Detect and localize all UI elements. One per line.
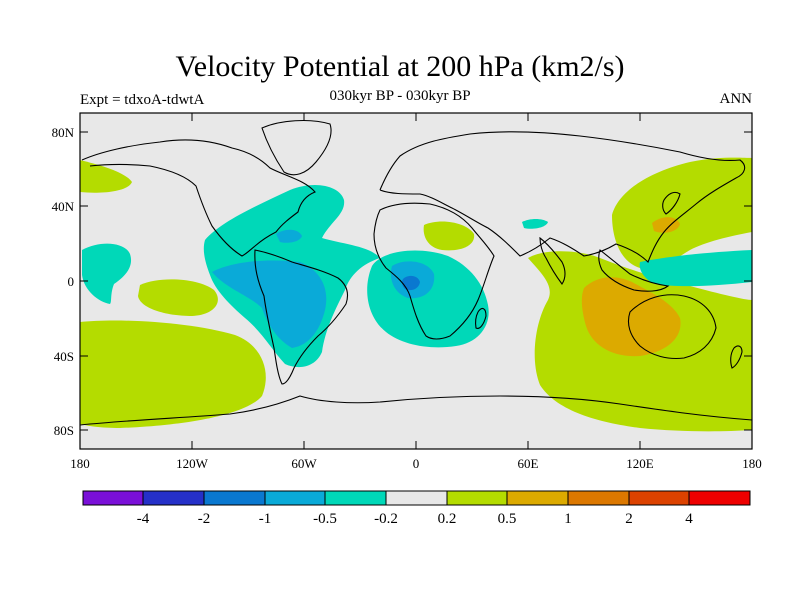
negative-region-west-pacific [639, 250, 752, 287]
latitude-ticks [80, 131, 752, 431]
positive-region-arabia [423, 221, 475, 251]
colorbar: -4 -2 -1 -0.5 -0.2 0.2 0.5 1 2 4 [82, 490, 751, 527]
lat-label: 80S [54, 423, 74, 438]
lon-label: 180 [70, 456, 90, 471]
colorbar-box [567, 490, 635, 506]
lon-label: 0 [413, 456, 420, 471]
moderate-region-japan [652, 217, 680, 233]
colorbar-box [446, 490, 514, 506]
positive-region-east-pacific [138, 279, 218, 316]
positive-region-pacific-south [80, 320, 266, 428]
coastline-africa [373, 202, 495, 340]
colorbar-label: 0.5 [498, 511, 517, 527]
coastline-south-america [254, 249, 349, 385]
period-label: 030kyr BP - 030kyr BP [329, 88, 471, 104]
coastline-eurasia [379, 131, 746, 263]
colorbar-box [142, 490, 210, 506]
positive-region-north-pacific [80, 160, 132, 193]
lat-label: 40S [54, 349, 74, 364]
lon-label: 180 [742, 456, 762, 471]
lat-label: 40N [52, 199, 75, 214]
core-negative-region-congo [401, 275, 420, 291]
colorbar-label: 1 [564, 511, 572, 527]
lon-label: 120W [176, 456, 209, 471]
colorbar-box [385, 490, 453, 506]
colorbar-box [688, 490, 751, 506]
strong-negative-region-south-america [212, 260, 327, 348]
longitude-ticks [79, 113, 753, 449]
latitude-labels: 80N 40N 0 40S 80S [52, 125, 75, 438]
colorbar-label: -0.5 [313, 511, 337, 527]
negative-region-east-pacific [82, 243, 132, 304]
coastline-north-america [81, 139, 316, 257]
colorbar-label: -1 [259, 511, 272, 527]
colorbar-label: -0.2 [374, 511, 398, 527]
figure-title: Velocity Potential at 200 hPa (km2/s) [175, 50, 625, 83]
lon-label: 120E [626, 456, 654, 471]
lat-label: 0 [68, 274, 75, 289]
positive-region-asia-australia [612, 157, 752, 269]
colorbar-label: 2 [625, 511, 633, 527]
coastlines [80, 120, 752, 426]
coastline-madagascar [475, 307, 487, 329]
colorbar-label: -2 [198, 511, 211, 527]
colorbar-box [324, 490, 392, 506]
coastline-southeast-asia [598, 249, 670, 292]
coastline-india [539, 236, 566, 285]
lon-label: 60W [291, 456, 317, 471]
colorbar-box [264, 490, 332, 506]
coastline-japan [662, 191, 681, 215]
strong-negative-region-gulf [276, 229, 302, 243]
colorbar-box [203, 490, 271, 506]
colorbar-label: 4 [685, 511, 693, 527]
negative-region-central-asia [522, 219, 548, 229]
colorbar-label: 0.2 [438, 511, 457, 527]
lat-label: 80N [52, 125, 75, 140]
colorbar-box [628, 490, 696, 506]
coastline-greenland [261, 120, 332, 176]
lon-label: 60E [518, 456, 539, 471]
coastline-australia [627, 294, 717, 360]
longitude-labels: 180 120W 60W 0 60E 120E 180 [70, 456, 762, 471]
coastline-new-zealand [730, 345, 743, 369]
colorbar-box [82, 490, 150, 506]
experiment-label: Expt = tdxoA-tdwtA [80, 92, 205, 108]
season-label: ANN [719, 91, 753, 107]
colorbar-box [506, 490, 574, 506]
colorbar-label: -4 [137, 511, 150, 527]
coastline-antarctica [80, 395, 752, 426]
